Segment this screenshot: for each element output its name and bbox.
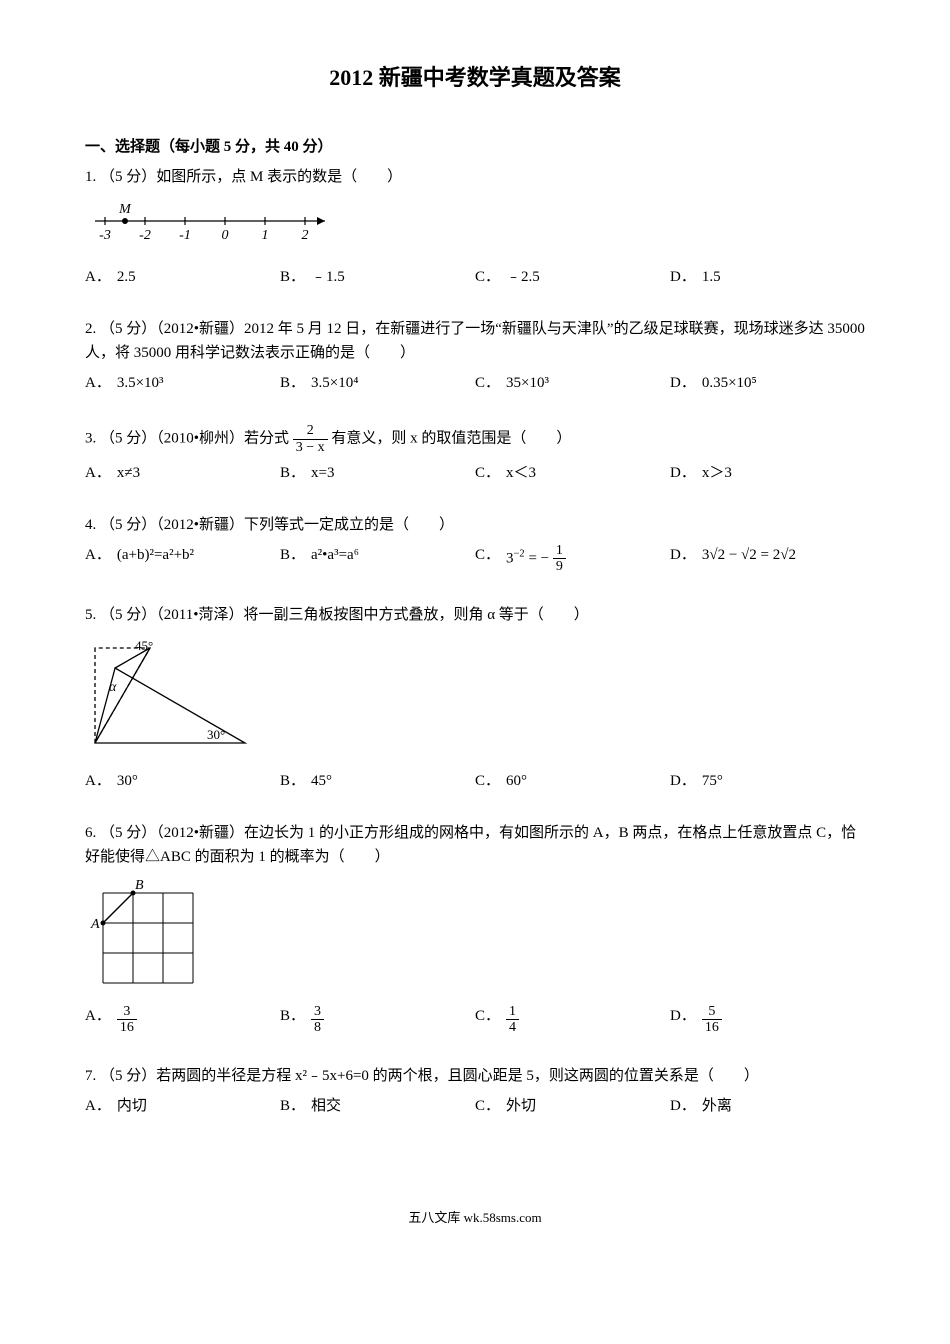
q2-opt-c: C．35×10³ [475,371,670,395]
q3-text: 3. （5 分）（2010•柳州）若分式 2 3 − x 有意义，则 x 的取值… [85,423,865,455]
q4-text: 4. （5 分）（2012•新疆）下列等式一定成立的是（ ） [85,513,865,537]
q6-options: A． 316 B． 38 C． 14 D． 516 [85,1004,865,1036]
q4-options: A．(a+b)²=a²+b² B．a²•a³=a⁶ C． 3−2 = − 19 … [85,543,865,575]
question-4: 4. （5 分）（2012•新疆）下列等式一定成立的是（ ） A．(a+b)²=… [85,513,865,575]
question-5: 5. （5 分）（2011•菏泽）将一副三角板按图中方式叠放，则角 α 等于（ … [85,603,865,793]
q1-text: 1. （5 分）如图所示，点 M 表示的数是（ ） [85,165,865,189]
q2-text: 2. （5 分）（2012•新疆）2012 年 5 月 12 日，在新疆进行了一… [85,317,865,365]
q1-opt-d: D．1.5 [670,265,865,289]
q5-options: A．30° B．45° C．60° D．75° [85,769,865,793]
q2-opt-d: D．0.35×10⁵ [670,371,865,395]
q1-opt-b: B．﹣1.5 [280,265,475,289]
q1-options: A．2.5 B．﹣1.5 C．﹣2.5 D．1.5 [85,265,865,289]
q3-prefix: 3. （5 分）（2010•柳州）若分式 [85,431,289,447]
q1-opt-a: A．2.5 [85,265,280,289]
q6-text: 6. （5 分）（2012•新疆）在边长为 1 的小正方形组成的网格中，有如图所… [85,821,865,869]
section-heading: 一、选择题（每小题 5 分，共 40 分） [85,135,865,159]
svg-text:-3: -3 [99,228,111,243]
q6-diagram: AB [85,875,865,996]
q7-opt-a: A．内切 [85,1094,280,1118]
q4-opt-c: C． 3−2 = − 19 [475,543,670,575]
svg-text:M: M [118,202,132,217]
q3-fraction: 2 3 − x [293,423,328,455]
q5-opt-b: B．45° [280,769,475,793]
q1-opt-c: C．﹣2.5 [475,265,670,289]
q4-opt-b: B．a²•a³=a⁶ [280,543,475,575]
svg-text:0: 0 [222,228,229,243]
q3-options: A．x≠3 B．x=3 C．x＜3 D．x＞3 [85,461,865,485]
question-6: 6. （5 分）（2012•新疆）在边长为 1 的小正方形组成的网格中，有如图所… [85,821,865,1036]
svg-text:α: α [109,680,117,695]
q3-opt-d: D．x＞3 [670,461,865,485]
svg-text:B: B [135,878,144,893]
svg-text:1: 1 [262,228,269,243]
svg-text:-1: -1 [179,228,191,243]
q4-opt-a: A．(a+b)²=a²+b² [85,543,280,575]
q5-opt-d: D．75° [670,769,865,793]
svg-text:-2: -2 [139,228,151,243]
q7-opt-b: B．相交 [280,1094,475,1118]
q7-opt-d: D．外离 [670,1094,865,1118]
q6-opt-c: C． 14 [475,1004,670,1036]
q7-options: A．内切 B．相交 C．外切 D．外离 [85,1094,865,1118]
q2-opt-b: B．3.5×10⁴ [280,371,475,395]
q4-opt-d: D．3√2 − √2 = 2√2 [670,543,865,575]
question-3: 3. （5 分）（2010•柳州）若分式 2 3 − x 有意义，则 x 的取值… [85,423,865,485]
q5-opt-c: C．60° [475,769,670,793]
svg-text:30°: 30° [207,727,225,742]
q6-opt-b: B． 38 [280,1004,475,1036]
page-footer: 五八文库 wk.58sms.com [85,1208,865,1229]
q3-opt-b: B．x=3 [280,461,475,485]
page-title: 2012 新疆中考数学真题及答案 [85,60,865,95]
question-2: 2. （5 分）（2012•新疆）2012 年 5 月 12 日，在新疆进行了一… [85,317,865,395]
svg-text:45°: 45° [135,638,153,653]
q5-diagram: 45° α 30° [85,633,865,761]
question-1: 1. （5 分）如图所示，点 M 表示的数是（ ） -3 -2 -1 0 1 2 M A．2… [85,165,865,289]
q7-opt-c: C．外切 [475,1094,670,1118]
q5-opt-a: A．30° [85,769,280,793]
q3-opt-c: C．x＜3 [475,461,670,485]
q5-text: 5. （5 分）（2011•菏泽）将一副三角板按图中方式叠放，则角 α 等于（ … [85,603,865,627]
question-7: 7. （5 分）若两圆的半径是方程 x²﹣5x+6=0 的两个根，且圆心距是 5… [85,1064,865,1118]
q4-opt-c-expr: 3−2 = − 19 [506,543,566,575]
q3-opt-a: A．x≠3 [85,461,280,485]
q3-suffix: 有意义，则 x 的取值范围是（ ） [331,431,571,447]
svg-text:2: 2 [302,228,309,243]
q6-opt-d: D． 516 [670,1004,865,1036]
q6-opt-a: A． 316 [85,1004,280,1036]
q2-options: A．3.5×10³ B．3.5×10⁴ C．35×10³ D．0.35×10⁵ [85,371,865,395]
svg-text:A: A [90,917,100,932]
q2-opt-a: A．3.5×10³ [85,371,280,395]
q7-text: 7. （5 分）若两圆的半径是方程 x²﹣5x+6=0 的两个根，且圆心距是 5… [85,1064,865,1088]
q1-numberline: -3 -2 -1 0 1 2 M [85,197,865,255]
